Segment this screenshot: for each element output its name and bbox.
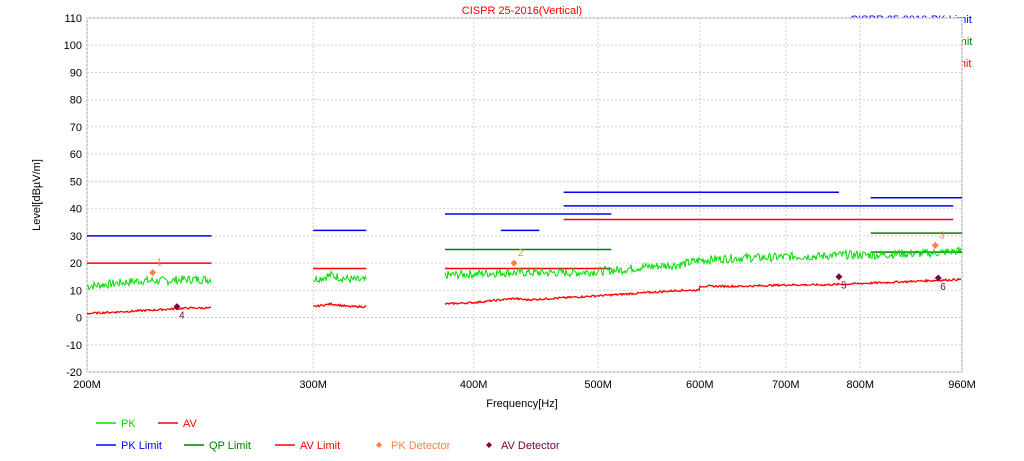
x-tick-label: 500M	[584, 379, 612, 391]
detector-markers: 1 2 3 4 5 6	[149, 230, 946, 322]
av-trace	[86, 306, 212, 316]
x-tick-label: 800M	[847, 379, 875, 391]
pk-detector-marker	[931, 241, 939, 249]
pk-trace	[444, 246, 962, 281]
pk-detector-marker	[510, 259, 518, 267]
y-tick-label: 90	[70, 67, 82, 79]
legend-label: PK Limit	[121, 440, 162, 452]
pk-detector-marker	[149, 269, 157, 277]
x-tick-label: 600M	[686, 379, 714, 391]
av-trace	[444, 277, 962, 306]
x-tick-label: 700M	[772, 379, 800, 391]
av-detector-marker	[835, 273, 843, 281]
av-detector-label: 5	[841, 281, 847, 292]
grid	[86, 17, 963, 373]
legend-label: QP Limit	[209, 440, 251, 452]
x-axis-ticks: 200M 300M 400M 500M 600M 700M 800M 960M	[73, 379, 976, 391]
x-axis-title: Frequency[Hz]	[486, 398, 558, 410]
y-tick-label: 70	[70, 122, 82, 134]
y-axis-title: Level[dBµV/m]	[31, 159, 43, 231]
y-tick-label: 60	[70, 149, 82, 161]
x-tick-label: 200M	[73, 379, 101, 391]
y-tick-label: 10	[70, 285, 82, 297]
legend-swatch	[376, 442, 382, 448]
y-tick-label: 40	[70, 204, 82, 216]
measurement-series	[86, 246, 962, 316]
pk-detector-label: 2	[518, 248, 524, 259]
x-tick-label: 400M	[460, 379, 488, 391]
x-tick-label: 960M	[948, 379, 976, 391]
av-detector-marker	[173, 303, 181, 311]
x-tick-label: 300M	[299, 379, 327, 391]
chart-title: CISPR 25-2016(Vertical)	[462, 5, 582, 17]
pk-detector-label: 3	[939, 230, 945, 241]
pk-detector-label: 1	[157, 258, 163, 269]
limit-lines	[87, 191, 962, 270]
y-tick-label: 20	[70, 258, 82, 270]
legend-label: AV Detector	[501, 440, 560, 452]
av-detector-marker	[934, 274, 942, 282]
legend-swatch	[486, 442, 492, 448]
legend-label: AV	[183, 418, 198, 430]
y-tick-label: -20	[66, 367, 82, 379]
y-tick-label: 110	[64, 13, 82, 25]
plot-area	[86, 17, 963, 373]
legend-label: PK Detector	[391, 440, 451, 452]
legend-label: PK	[121, 418, 136, 430]
av-detector-label: 4	[179, 311, 185, 322]
y-tick-label: 50	[70, 176, 82, 188]
y-tick-label: 80	[70, 95, 82, 107]
pk-trace	[86, 274, 212, 291]
pk-trace	[312, 270, 367, 284]
y-tick-label: 30	[70, 231, 82, 243]
y-tick-label: 100	[64, 40, 82, 52]
y-tick-label: -10	[66, 340, 82, 352]
legend-label: AV Limit	[300, 440, 340, 452]
legend: PK AV PK Limit QP Limit AV Limit PK Detector A…	[96, 418, 560, 452]
av-trace	[313, 302, 367, 309]
av-detector-label: 6	[940, 282, 946, 293]
y-tick-label: 0	[76, 313, 82, 325]
